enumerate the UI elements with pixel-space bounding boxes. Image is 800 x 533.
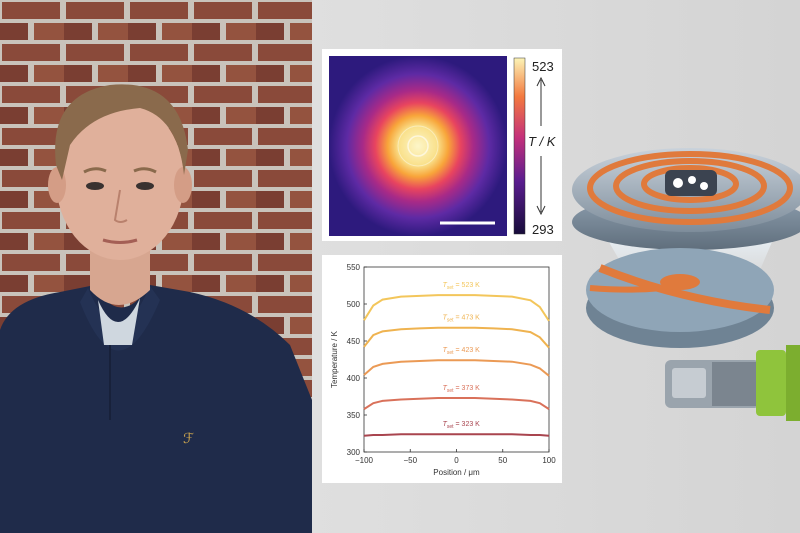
x-tick-label: 50 — [498, 456, 507, 465]
series-label-1: Tset = 473 K — [443, 315, 481, 324]
mems-heater-illustration — [572, 148, 800, 421]
temperature-profile-panel: 300 350 400 450 500 550 −100 −50 0 50 100 Position … — [322, 255, 562, 483]
series-label-0: Tset = 523 K — [443, 282, 481, 291]
heat-map-panel: 523 293 T / K — [322, 49, 562, 241]
y-axis-label: Temperature / K — [330, 330, 339, 388]
y-tick-label: 350 — [347, 411, 361, 420]
series-line-1 — [363, 326, 550, 349]
portrait-photo: ℱ — [0, 84, 312, 533]
x-tick-label: 0 — [454, 456, 459, 465]
y-tick-label: 300 — [347, 448, 361, 457]
series-line-3 — [363, 397, 550, 410]
colorbar-label: T / K — [528, 134, 557, 149]
series-label-4: Tset = 323 K — [443, 421, 481, 430]
heat-map-image — [329, 56, 507, 236]
y-tick-label: 400 — [347, 374, 361, 383]
x-axis-label: Position / μm — [433, 468, 480, 477]
y-tick-label: 450 — [347, 337, 361, 346]
y-tick-label: 500 — [347, 300, 361, 309]
y-tick-label: 550 — [347, 263, 361, 272]
x-tick-label: −50 — [403, 456, 417, 465]
colorbar-max: 523 — [532, 59, 554, 74]
series-label-3: Tset = 373 K — [443, 385, 481, 394]
series-line-2 — [363, 359, 550, 377]
temperature-profile-chart: 300 350 400 450 500 550 −100 −50 0 50 100 Position … — [330, 263, 556, 477]
colorbar — [513, 57, 526, 235]
series-line-4 — [363, 433, 550, 437]
svg-text:ℱ: ℱ — [183, 432, 194, 447]
series-line-0 — [363, 294, 550, 322]
series-label-2: Tset = 423 K — [443, 347, 481, 356]
x-tick-label: −100 — [355, 456, 374, 465]
x-tick-label: 100 — [542, 456, 556, 465]
colorbar-min: 293 — [532, 222, 554, 237]
